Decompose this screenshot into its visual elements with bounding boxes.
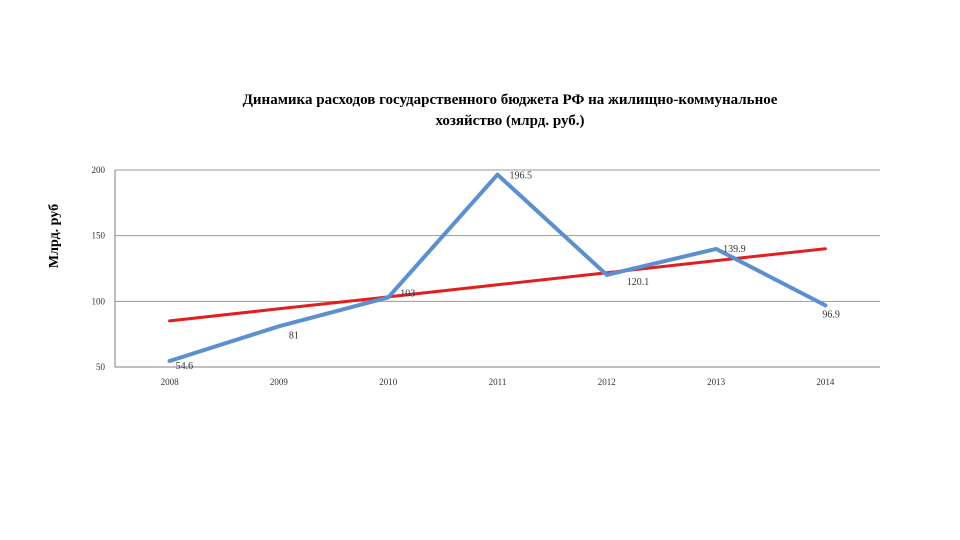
x-tick-label-2008: 2008: [161, 377, 180, 387]
y-tick-label-100: 100: [92, 296, 106, 306]
x-tick-label-2013: 2013: [707, 377, 726, 387]
data-label-2008: 54.6: [176, 361, 194, 372]
x-tick-label-2010: 2010: [379, 377, 398, 387]
chart-title-line-1: Динамика расходов государственного бюдже…: [242, 92, 778, 108]
y-tick-label-50: 50: [96, 362, 106, 372]
data-labels: 54.6 81 103 196.5 120.1 139.9 96.9: [176, 171, 840, 372]
x-tick-label-2012: 2012: [598, 377, 616, 387]
data-label-2012: 120.1: [627, 277, 650, 288]
chart-title-line-2: хозяйство (млрд. руб.): [435, 113, 585, 129]
data-label-2014: 96.9: [822, 309, 840, 320]
series-line: [167, 172, 828, 363]
x-tick-label-2014: 2014: [816, 377, 835, 387]
chart-title: Динамика расходов государственного бюдже…: [160, 90, 860, 132]
data-label-2010: 103: [400, 288, 415, 299]
data-label-2011: 196.5: [510, 171, 533, 182]
x-tick-label-2009: 2009: [270, 377, 289, 387]
data-label-2009: 81: [289, 330, 299, 341]
y-tick-label-150: 150: [92, 231, 106, 241]
y-tick-labels: 50 100 150 200: [92, 165, 106, 372]
x-tick-label-2011: 2011: [489, 377, 507, 387]
data-label-2013: 139.9: [723, 244, 746, 255]
trendline: [168, 247, 827, 323]
series-lines: [167, 172, 828, 363]
y-tick-label-200: 200: [92, 165, 106, 175]
x-tick-labels: 2008 2009 2010 2011 2012 2013 2014: [161, 377, 835, 387]
gridlines: [115, 169, 880, 302]
axes: [114, 170, 880, 368]
